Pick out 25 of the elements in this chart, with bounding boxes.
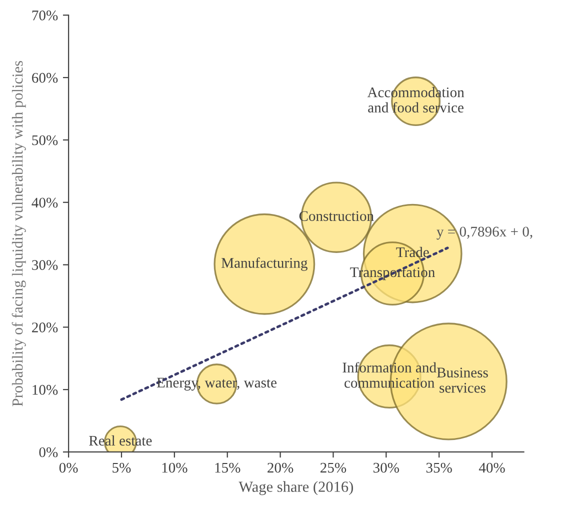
x-tick-label: 25% (320, 462, 346, 473)
y-axis-title: Probability of facing liquidity vulnerability with policies (12, 60, 26, 406)
y-tick-label: 20% (32, 322, 58, 332)
y-tick-label: 30% (32, 260, 58, 270)
y-tick-label: 60% (32, 72, 58, 83)
x-tick-label: 40% (478, 462, 505, 473)
x-tick-label: 35% (426, 462, 452, 473)
x-tick-label: 20% (268, 462, 294, 473)
y-tick-label: 70% (32, 10, 58, 20)
annotation: Construction (299, 211, 374, 221)
annotation: Manufacturing (222, 257, 308, 271)
x-tick-label: 0% (59, 462, 78, 473)
y-tick-label: 40% (32, 198, 58, 208)
y-tick-label: 50% (32, 135, 58, 146)
x-tick-label: 30% (373, 462, 400, 473)
x-tick-label: 5% (112, 462, 131, 473)
y-tick-label: 10% (32, 384, 58, 395)
x-tick-label: 15% (215, 462, 240, 473)
x-axis-title: Wage share (2016) (238, 481, 353, 496)
annotation: Information and communication (342, 362, 436, 388)
annotation: y = 0,7896x + 0, (436, 226, 532, 240)
annotation: Trade (396, 246, 429, 258)
y-tick-label: 0% (39, 447, 58, 458)
x-tick-label: 10% (162, 462, 188, 473)
annotation: Business services (436, 368, 488, 393)
